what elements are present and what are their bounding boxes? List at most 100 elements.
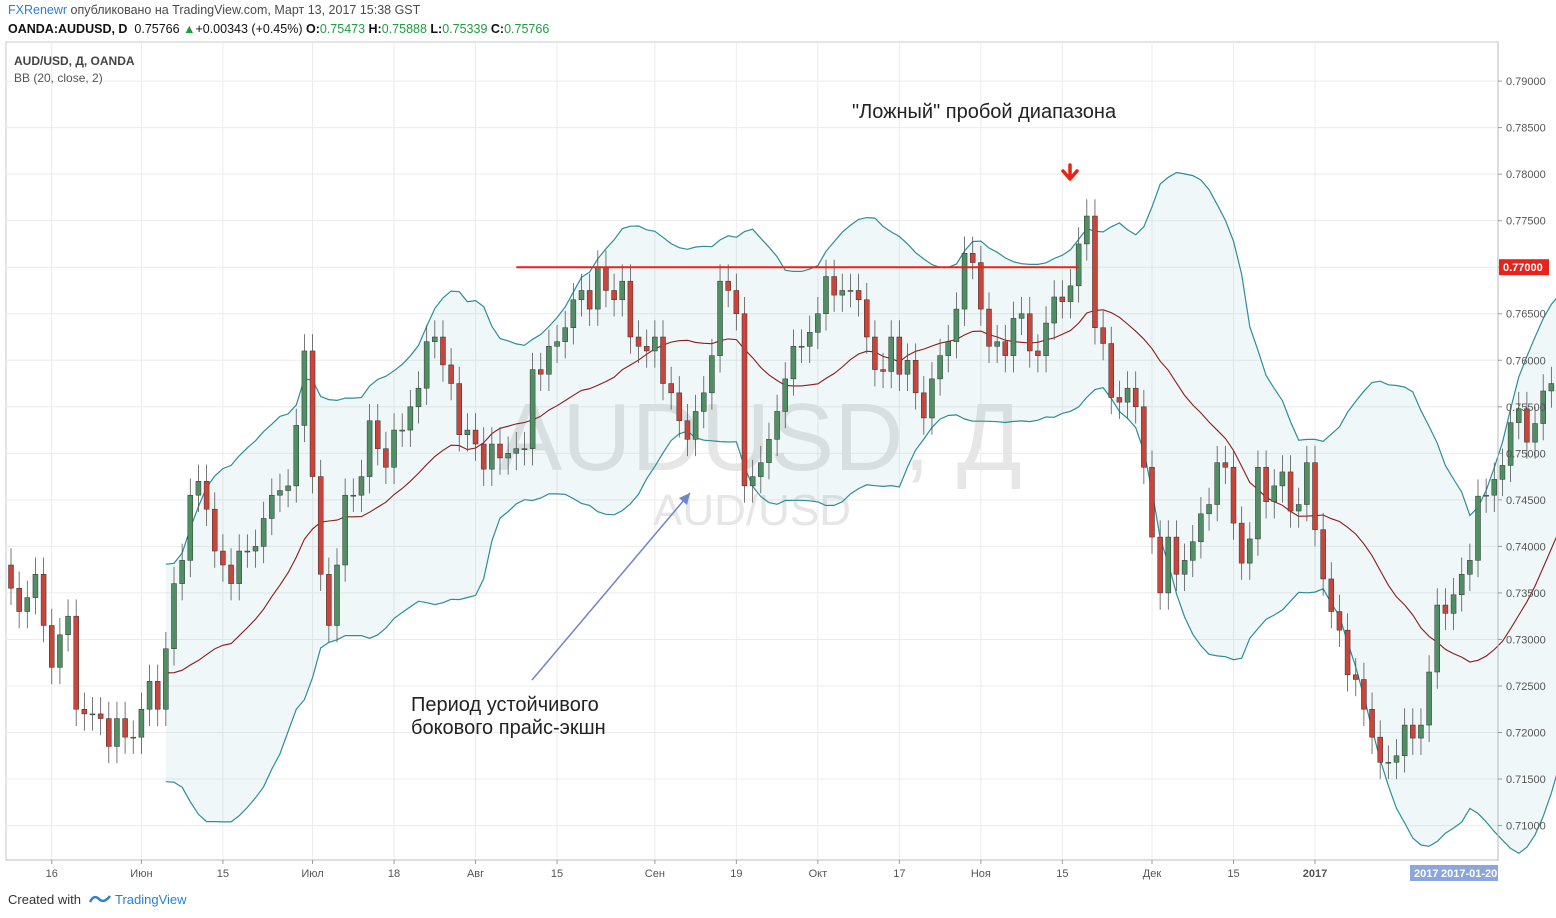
candle-up bbox=[815, 313, 821, 333]
candle-down bbox=[1132, 387, 1139, 408]
candle-up bbox=[1426, 671, 1432, 726]
y-tick-label: 0.74500 bbox=[1506, 495, 1546, 507]
open-label: O: bbox=[305, 22, 320, 36]
bollinger-lower bbox=[165, 387, 1556, 855]
candle-up bbox=[269, 494, 275, 519]
candle-up bbox=[1304, 462, 1310, 505]
candle-down bbox=[97, 713, 104, 719]
candle-down bbox=[309, 350, 316, 477]
candle-down bbox=[375, 420, 381, 449]
candle-up bbox=[57, 634, 63, 668]
candle-down bbox=[855, 290, 862, 301]
candle-up bbox=[513, 448, 520, 454]
y-tick-label: 0.78000 bbox=[1506, 169, 1546, 181]
candle-down bbox=[872, 336, 878, 370]
candle-up bbox=[89, 713, 96, 716]
candle-down bbox=[1344, 629, 1351, 676]
candle-up bbox=[619, 280, 625, 301]
candle-up bbox=[937, 355, 943, 380]
candle-up bbox=[407, 406, 414, 431]
x-tick-label: 15 bbox=[1056, 868, 1068, 880]
candle-down bbox=[1027, 313, 1033, 352]
tradingview-link[interactable]: TradingView bbox=[114, 892, 187, 907]
candle-up bbox=[782, 378, 788, 412]
candle-down bbox=[1377, 736, 1383, 763]
candle-down bbox=[1361, 679, 1367, 710]
candle-up bbox=[171, 583, 177, 650]
candle-up bbox=[790, 346, 797, 380]
candle-up bbox=[839, 290, 846, 296]
candle-up bbox=[1010, 318, 1017, 356]
candle-up bbox=[1507, 422, 1514, 466]
candle-down bbox=[383, 448, 389, 468]
level-price-box bbox=[1499, 259, 1549, 276]
candle-up bbox=[961, 252, 968, 310]
quote-line: OANDA:AUDUSD, D 0.75766 ▲+0.00343 (+0.45… bbox=[8, 22, 549, 36]
candle-up bbox=[163, 648, 169, 710]
candle-up bbox=[358, 476, 365, 496]
candle-down bbox=[49, 625, 55, 668]
candle-up bbox=[24, 597, 31, 612]
close-value: 0.75766 bbox=[504, 22, 550, 36]
date-range-box bbox=[1410, 865, 1498, 881]
candle-down bbox=[864, 299, 870, 338]
candle-up bbox=[578, 290, 585, 301]
candle-down bbox=[684, 420, 691, 440]
candle-up bbox=[285, 485, 291, 491]
close-label: C: bbox=[490, 22, 505, 36]
indicator-legend: BB (20, close, 2) bbox=[14, 71, 103, 85]
candle-up bbox=[749, 476, 756, 487]
candle-down bbox=[538, 369, 544, 375]
publisher-link[interactable]: FXRenewr bbox=[8, 3, 68, 17]
candle-down bbox=[1059, 296, 1066, 302]
candle-up bbox=[1124, 387, 1131, 403]
last-price: 0.75766 bbox=[134, 22, 180, 36]
annotation-arrow bbox=[531, 492, 691, 681]
candle-down bbox=[986, 308, 992, 347]
candle-up bbox=[1434, 604, 1440, 673]
candle-up bbox=[1271, 485, 1277, 502]
candle-down bbox=[1410, 724, 1416, 739]
candle-down bbox=[8, 564, 14, 589]
candle-up bbox=[904, 360, 911, 375]
bollinger-upper bbox=[165, 171, 1556, 565]
candle-up bbox=[1075, 243, 1082, 287]
candle-up bbox=[1214, 462, 1220, 505]
y-tick-label: 0.73500 bbox=[1506, 588, 1546, 600]
x-tick-label: Июн bbox=[130, 868, 152, 880]
candle-up bbox=[774, 411, 780, 440]
watermark-name: AUD/USD bbox=[653, 486, 851, 535]
annotation-false-breakout: "Ложный" пробой диапазона bbox=[852, 101, 1117, 123]
candle-down bbox=[635, 336, 642, 347]
candle-up bbox=[806, 332, 813, 347]
candle-up bbox=[138, 708, 145, 738]
candle-down bbox=[106, 718, 112, 747]
candle-down bbox=[326, 574, 332, 626]
y-tick-label: 0.75500 bbox=[1506, 402, 1546, 414]
candle-up bbox=[1043, 322, 1049, 356]
x-tick-label: Авг bbox=[467, 868, 484, 880]
candle-up bbox=[1516, 408, 1522, 423]
x-tick-label: Ноя bbox=[971, 868, 991, 880]
candle-down bbox=[317, 476, 324, 575]
up-arrow-icon: ▲ bbox=[183, 22, 196, 36]
bollinger-fill bbox=[165, 172, 1556, 854]
y-tick-label: 0.78500 bbox=[1506, 123, 1546, 135]
candle-up bbox=[32, 574, 39, 598]
candle-up bbox=[464, 429, 471, 435]
candle-up bbox=[945, 341, 951, 356]
candle-up bbox=[1247, 538, 1253, 564]
candle-down bbox=[1336, 611, 1343, 631]
candle-up bbox=[1467, 560, 1473, 575]
candle-down bbox=[1141, 406, 1147, 468]
candle-down bbox=[978, 262, 984, 310]
candle-up bbox=[1067, 285, 1074, 302]
candle-up bbox=[277, 490, 283, 496]
high-value: 0.75888 bbox=[381, 22, 427, 36]
candle-down bbox=[1369, 708, 1375, 738]
candle-down bbox=[969, 252, 976, 263]
candle-down bbox=[1328, 578, 1335, 612]
y-tick-label: 0.71500 bbox=[1506, 774, 1546, 786]
candle-down bbox=[456, 383, 462, 435]
